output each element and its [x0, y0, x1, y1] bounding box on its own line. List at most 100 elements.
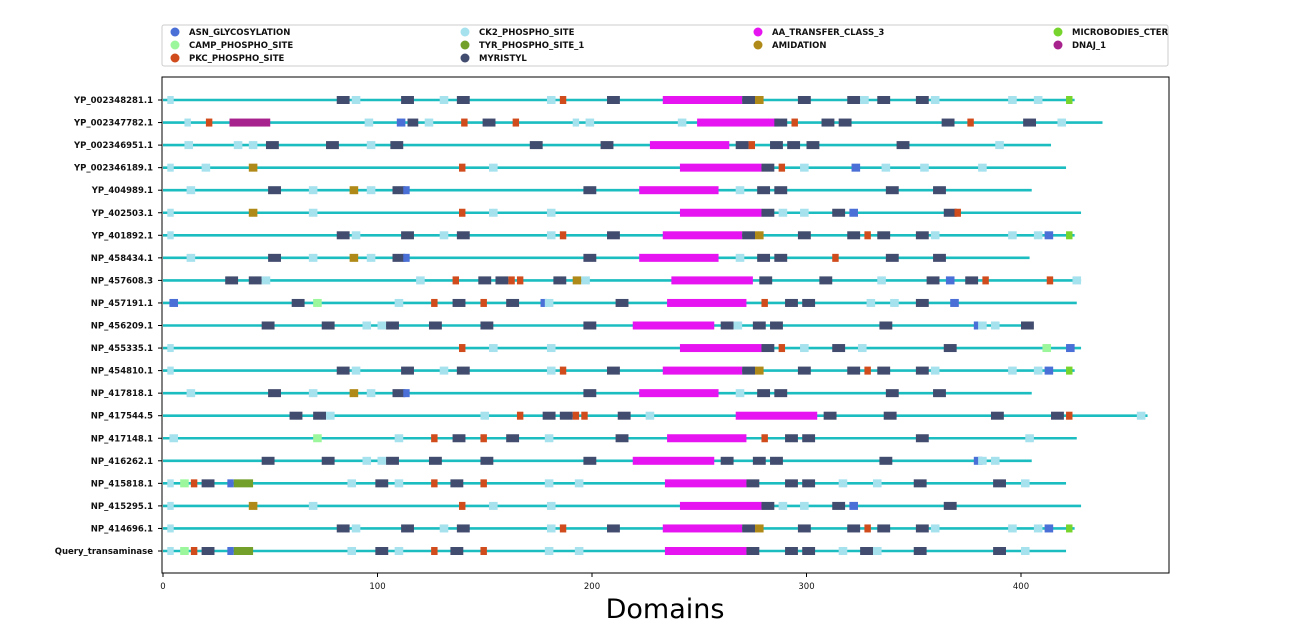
domain-asn-glycosylation	[403, 186, 410, 195]
legend-marker	[460, 27, 470, 37]
domain-myristyl	[326, 141, 339, 150]
domain-myristyl	[720, 321, 734, 330]
y-tick-label: NP_457608.3	[91, 276, 153, 286]
domain-pkc-phospho-site	[748, 141, 756, 150]
domain-ck2-phospho-site	[184, 141, 194, 150]
domain-myristyl	[787, 141, 801, 150]
domain-myristyl	[452, 298, 466, 307]
domain-ck2-phospho-site	[546, 344, 556, 353]
domain-myristyl	[832, 344, 846, 353]
domain-myristyl	[915, 434, 929, 443]
domain-ck2-phospho-site	[1008, 231, 1017, 240]
domain-pkc-phospho-site	[832, 253, 839, 262]
domain-pkc-phospho-site	[459, 163, 466, 172]
domain-myristyl	[802, 434, 816, 443]
domain-ck2-phospho-site	[778, 501, 788, 510]
domain-asn-glycosylation	[169, 298, 179, 307]
domain-myristyl	[401, 96, 414, 104]
domain-myristyl	[797, 524, 811, 533]
domain-asn-glycosylation	[403, 389, 410, 398]
legend-label: MYRISTYL	[479, 54, 527, 64]
domain-ck2-phospho-site	[167, 479, 174, 488]
domain-amidation	[755, 96, 764, 104]
domain-myristyl	[401, 524, 414, 533]
domain-ck2-phospho-site	[581, 276, 590, 285]
y-tick-label: YP_404989.1	[91, 186, 153, 196]
domain-myristyl	[401, 366, 414, 375]
domain-ck2-phospho-site	[377, 456, 387, 465]
domain-ck2-phospho-site	[866, 298, 876, 307]
domain-myristyl	[742, 231, 756, 240]
domain-aa-transfer-class-3	[632, 456, 715, 465]
domain-ck2-phospho-site	[544, 547, 554, 555]
domain-myristyl	[847, 524, 861, 533]
domain-camp-phospho-site	[180, 547, 189, 555]
domain-myristyl	[770, 141, 783, 150]
domain-myristyl	[392, 253, 406, 262]
domain-ck2-phospho-site	[1021, 547, 1030, 555]
domain-ck2-phospho-site	[480, 411, 490, 420]
y-tick-label: NP_415818.1	[91, 479, 153, 489]
domain-ck2-phospho-site	[546, 96, 556, 104]
domain-ck2-phospho-site	[978, 163, 987, 172]
domain-myristyl	[456, 524, 470, 533]
domain-ck2-phospho-site	[308, 186, 318, 195]
y-tick-label: YP_402503.1	[91, 209, 153, 219]
domain-myristyl	[885, 389, 899, 398]
domain-pkc-phospho-site	[459, 501, 466, 510]
domain-myristyl	[456, 366, 470, 375]
domain-aa-transfer-class-3	[667, 298, 747, 307]
domain-ck2-phospho-site	[735, 253, 745, 262]
y-tick-label: YP_002346189.1	[73, 164, 153, 174]
domain-ck2-phospho-site	[489, 501, 498, 510]
domain-aa-transfer-class-3	[662, 96, 743, 104]
domain-myristyl	[1023, 118, 1037, 127]
domain-aa-transfer-class-3	[671, 276, 753, 285]
domain-pkc-phospho-site	[512, 118, 520, 127]
domain-ck2-phospho-site	[677, 118, 687, 127]
domain-amidation	[349, 253, 359, 262]
domain-ck2-phospho-site	[351, 366, 361, 375]
domain-ck2-phospho-site	[167, 344, 174, 353]
legend-marker	[170, 53, 180, 63]
domain-myristyl	[797, 366, 811, 375]
domain-pkc-phospho-site	[452, 276, 460, 285]
domain-myristyl	[428, 456, 442, 465]
domain-pkc-phospho-site	[459, 208, 466, 217]
domain-ck2-phospho-site	[1033, 366, 1043, 375]
domain-ck2-phospho-site	[920, 163, 929, 172]
domain-aa-transfer-class-3	[664, 479, 747, 488]
domain-myristyl	[774, 253, 788, 262]
domain-aa-transfer-class-3	[664, 547, 747, 555]
domain-myristyl	[761, 344, 775, 353]
domain-myristyl	[336, 231, 350, 240]
domain-myristyl	[583, 321, 597, 330]
plot-area	[161, 76, 1170, 574]
domain-pkc-phospho-site	[431, 434, 438, 443]
domain-myristyl	[885, 253, 899, 262]
domain-myristyl	[770, 321, 783, 330]
domain-camp-phospho-site	[313, 298, 322, 307]
domain-myristyl	[742, 524, 756, 533]
domain-myristyl	[746, 479, 760, 488]
domain-myristyl	[268, 186, 281, 195]
y-tick-label: NP_416262.1	[91, 457, 153, 467]
domain-ck2-phospho-site	[978, 456, 987, 465]
legend-marker	[753, 27, 763, 37]
domain-pkc-phospho-site	[778, 163, 786, 172]
domain-pkc-phospho-site	[431, 547, 438, 555]
domain-amidation	[755, 366, 764, 375]
domain-myristyl	[265, 141, 279, 150]
domain-myristyl	[915, 298, 929, 307]
domain-ck2-phospho-site	[572, 118, 580, 127]
domain-ck2-phospho-site	[394, 298, 404, 307]
domain-pkc-phospho-site	[1046, 276, 1054, 285]
domain-aa-transfer-class-3	[679, 344, 762, 353]
domain-myristyl	[735, 141, 749, 150]
domain-ck2-phospho-site	[233, 141, 243, 150]
domain-myristyl	[1051, 411, 1064, 420]
domain-pkc-phospho-site	[954, 208, 961, 217]
domain-myristyl	[336, 366, 350, 375]
domain-ck2-phospho-site	[1008, 524, 1017, 533]
domain-pkc-phospho-site	[581, 411, 588, 420]
